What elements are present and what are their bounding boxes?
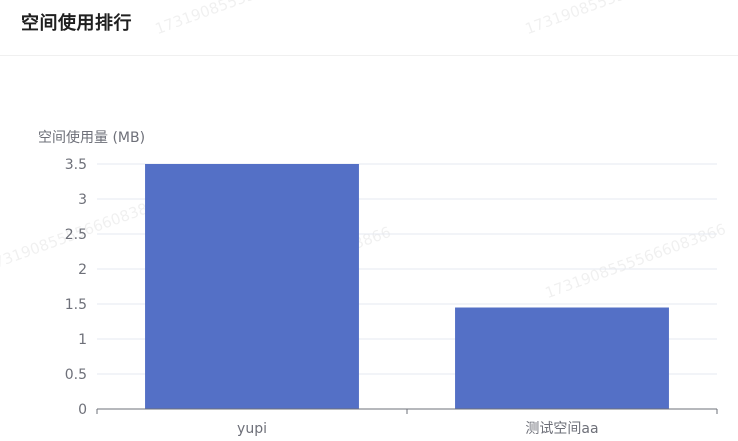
y-axis-label: 空间使用量 (MB) (38, 129, 145, 146)
bar[interactable] (455, 308, 669, 410)
y-tick-label: 2 (78, 262, 87, 278)
bars (145, 164, 669, 409)
y-tick-label: 0 (78, 402, 87, 418)
y-tick-label: 2.5 (65, 227, 87, 243)
bar[interactable] (145, 164, 359, 409)
y-tick-label: 3.5 (65, 157, 87, 173)
y-tick-label: 1 (78, 332, 87, 348)
y-tick-label: 3 (78, 192, 87, 208)
x-tick-label: 测试空间aa (525, 421, 598, 437)
x-axis: yupi 测试空间aa (97, 409, 717, 437)
x-tick-label: yupi (237, 421, 267, 437)
y-axis-ticks: 0 0.5 1 1.5 2 2.5 3 3.5 (65, 157, 87, 418)
y-tick-label: 0.5 (65, 367, 87, 383)
y-tick-label: 1.5 (65, 297, 87, 313)
